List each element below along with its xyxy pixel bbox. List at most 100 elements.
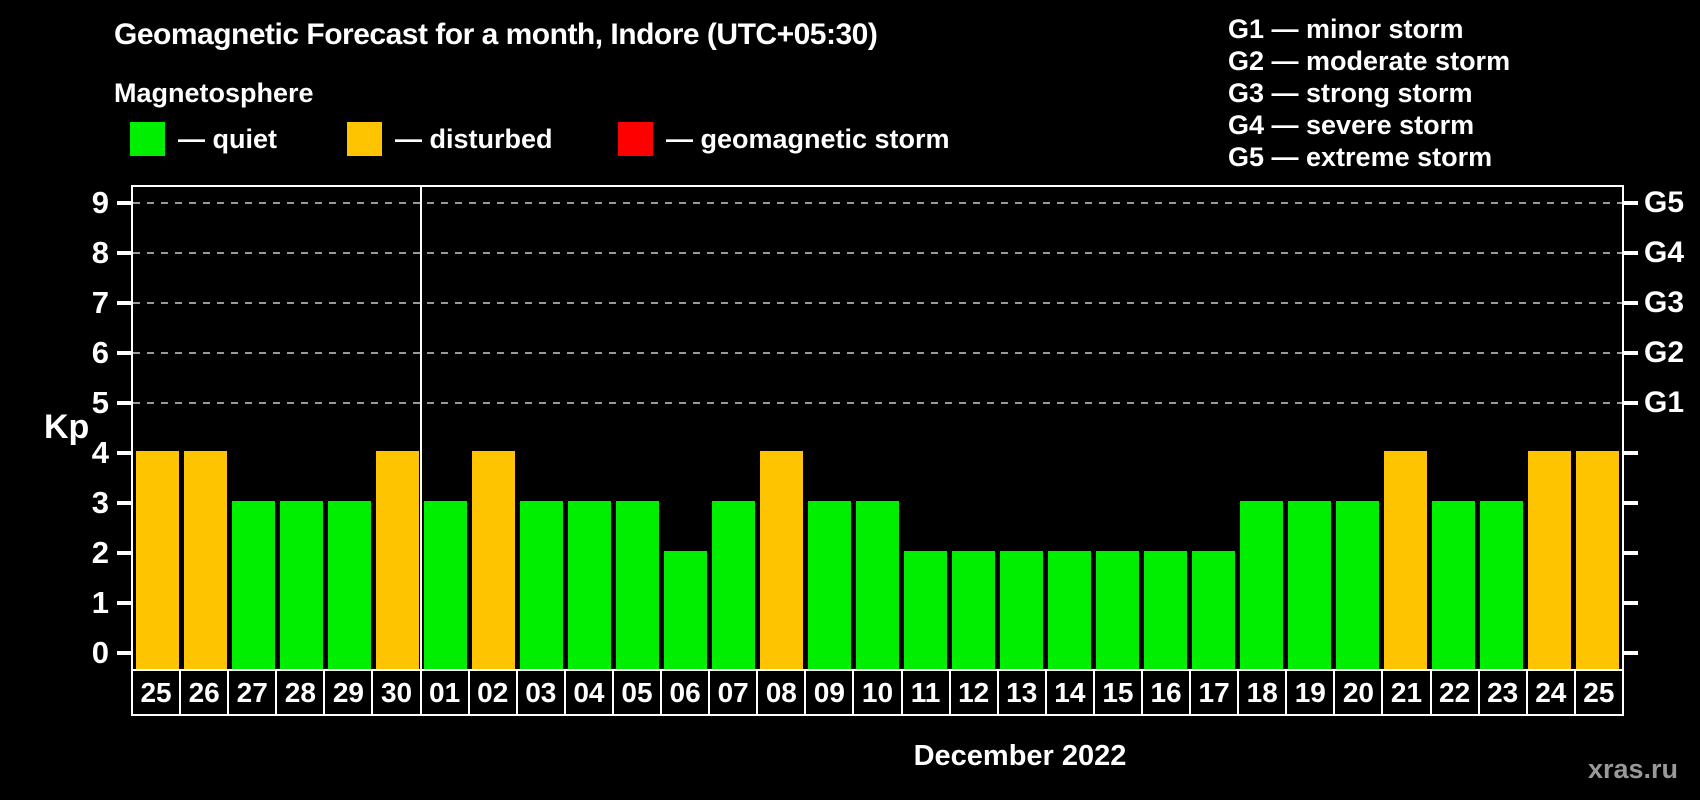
right-axis-tick-9 — [1624, 201, 1638, 205]
bar-slot-day-04 — [565, 187, 613, 670]
day-label-16: 16 — [1140, 669, 1192, 716]
kp-bar-day-06 — [663, 551, 707, 670]
legend-item-storm: — geomagnetic storm — [618, 120, 950, 158]
day-label-13: 13 — [996, 669, 1047, 716]
storm-scale-legend: G1 — minor storm G2 — moderate storm G3 … — [1228, 13, 1510, 173]
bar-slot-day-07 — [709, 187, 757, 670]
day-label-17: 17 — [1189, 669, 1240, 716]
left-axis-tick-1 — [117, 601, 131, 605]
kp-bar-day-27 — [231, 501, 275, 670]
y-tick-label-6: 6 — [91, 335, 109, 370]
day-label-11: 11 — [900, 669, 951, 716]
kp-bar-day-08 — [759, 451, 803, 670]
plot-area: 0 1 2 3 4 5 6 7 8 9 G1 G2 G3 G4 G5 — [92, 185, 1684, 670]
right-axis-tick-4 — [1624, 451, 1638, 455]
storm-color-swatch — [618, 122, 653, 156]
chart-title: Geomagnetic Forecast for a month, Indore… — [114, 18, 878, 51]
y-axis-title: Kp — [44, 408, 90, 446]
month-separator-line — [420, 187, 423, 670]
day-label-18: 18 — [1237, 669, 1288, 716]
kp-bar-day-20 — [1336, 501, 1380, 670]
left-axis-tick-4 — [117, 451, 131, 455]
kp-bar-day-04 — [567, 501, 611, 670]
left-axis-tick-8 — [117, 251, 131, 255]
day-label-27: 27 — [227, 669, 278, 716]
bar-slot-day-24 — [1526, 187, 1574, 670]
kp-bar-day-28 — [279, 501, 323, 670]
day-label-24: 24 — [1525, 669, 1576, 716]
y-tick-label-5: 5 — [91, 385, 109, 420]
gridline-kp7 — [133, 302, 1622, 304]
day-label-04: 04 — [563, 669, 614, 716]
kp-bar-day-18 — [1240, 501, 1284, 670]
bar-slot-day-26 — [181, 187, 229, 670]
right-axis-tick-7 — [1624, 301, 1638, 305]
bar-slot-day-15 — [1094, 187, 1142, 670]
kp-bar-day-05 — [615, 501, 659, 670]
gridline-kp9 — [133, 202, 1622, 204]
kp-bar-day-21 — [1384, 451, 1428, 670]
left-axis-tick-3 — [117, 501, 131, 505]
bar-slot-day-01 — [421, 187, 469, 670]
day-label-05: 05 — [611, 669, 663, 716]
gridline-kp6 — [133, 352, 1622, 354]
bar-slot-day-10 — [853, 187, 901, 670]
y-tick-label-3: 3 — [91, 485, 109, 520]
kp-bar-day-29 — [327, 501, 371, 670]
day-label-19: 19 — [1285, 669, 1336, 716]
bar-slot-day-29 — [325, 187, 373, 670]
bar-slot-day-06 — [661, 187, 709, 670]
bars-row — [133, 187, 1622, 670]
y-tick-label-2: 2 — [91, 535, 109, 570]
bar-slot-day-25 — [1574, 187, 1622, 670]
kp-bar-day-03 — [519, 501, 563, 670]
right-axis-label-g2: G2 — [1644, 336, 1685, 369]
right-axis-label-g3: G3 — [1644, 286, 1685, 319]
kp-bar-day-25 — [1576, 451, 1620, 670]
y-tick-label-1: 1 — [91, 585, 109, 620]
bar-slot-day-28 — [277, 187, 325, 670]
right-axis-label-g1: G1 — [1644, 386, 1685, 419]
kp-bar-day-02 — [471, 451, 515, 670]
bar-slot-day-30 — [373, 187, 421, 670]
bar-slot-day-18 — [1238, 187, 1286, 670]
day-label-14: 14 — [1044, 669, 1095, 716]
kp-bar-day-24 — [1528, 451, 1572, 670]
g3-legend-entry: G3 — strong storm — [1228, 78, 1473, 108]
kp-bar-day-01 — [423, 501, 467, 670]
bar-slot-day-08 — [757, 187, 805, 670]
left-axis-tick-5 — [117, 401, 131, 405]
g5-legend-entry: G5 — extreme storm — [1228, 142, 1493, 172]
kp-bar-day-12 — [952, 551, 996, 670]
day-label-15: 15 — [1092, 669, 1143, 716]
kp-bar-day-26 — [183, 451, 227, 670]
quiet-color-swatch — [130, 122, 165, 156]
bar-slot-day-19 — [1286, 187, 1334, 670]
g4-legend-entry: G4 — severe storm — [1228, 110, 1475, 140]
kp-bar-day-15 — [1096, 551, 1140, 670]
day-label-28: 28 — [275, 669, 326, 716]
y-tick-label-4: 4 — [91, 435, 109, 470]
bar-slot-day-03 — [517, 187, 565, 670]
day-label-25: 25 — [131, 669, 182, 716]
bar-slot-day-23 — [1478, 187, 1526, 670]
kp-bar-day-19 — [1288, 501, 1332, 670]
legend-item-disturbed: — disturbed — [347, 120, 553, 158]
left-axis-tick-7 — [117, 301, 131, 305]
kp-bar-day-22 — [1432, 501, 1476, 670]
kp-bar-day-11 — [904, 551, 948, 670]
right-axis-tick-3 — [1624, 501, 1638, 505]
g1-legend-entry: G1 — minor storm — [1228, 14, 1464, 44]
bar-slot-day-16 — [1142, 187, 1190, 670]
gridline-kp8 — [133, 252, 1622, 254]
bar-slot-day-25 — [133, 187, 181, 670]
bar-slot-day-17 — [1190, 187, 1238, 670]
y-tick-label-0: 0 — [91, 635, 109, 670]
kp-bar-day-30 — [375, 451, 419, 670]
right-axis-label-g5: G5 — [1644, 186, 1685, 219]
right-axis-tick-0 — [1624, 651, 1638, 655]
bar-slot-day-02 — [469, 187, 517, 670]
day-label-29: 29 — [323, 669, 374, 716]
g2-legend-entry: G2 — moderate storm — [1228, 46, 1511, 76]
y-tick-label-8: 8 — [91, 235, 109, 270]
